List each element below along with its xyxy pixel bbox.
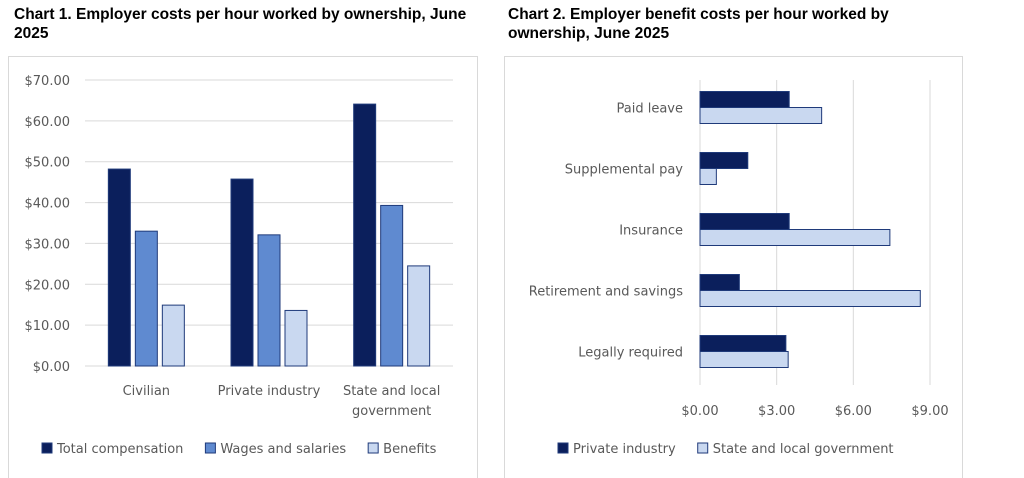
bar-total-compensation	[353, 103, 377, 367]
y-tick-label: $30.00	[25, 237, 71, 252]
bar-private-industry	[699, 152, 749, 169]
legend-swatch	[204, 442, 216, 454]
y-tick-label: $60.00	[25, 115, 71, 130]
category-label: Legally required	[578, 346, 683, 361]
bar-total-compensation	[107, 168, 131, 367]
bar-state-and-local-government	[699, 351, 789, 368]
bar-benefits	[284, 309, 308, 367]
legend-swatch	[697, 442, 709, 454]
legend-label: State and local government	[713, 442, 894, 457]
category-label: Insurance	[619, 224, 683, 239]
y-tick-label: $50.00	[25, 156, 71, 171]
bar-state-and-local-government	[699, 168, 717, 185]
category-label: Private industry	[218, 384, 321, 399]
x-tick-label: $3.00	[758, 404, 795, 419]
bar-wages-and-salaries	[380, 204, 404, 367]
y-tick-label: $20.00	[25, 278, 71, 293]
bar-total-compensation	[230, 178, 254, 367]
chart2-title: Chart 2. Employer benefit costs per hour…	[508, 6, 889, 42]
x-tick-label: $6.00	[835, 404, 872, 419]
legend-label: Private industry	[573, 442, 676, 457]
y-tick-label: $0.00	[33, 360, 70, 375]
category-label: Supplemental pay	[565, 163, 684, 178]
y-tick-label: $40.00	[25, 197, 71, 212]
bar-private-industry	[699, 213, 790, 230]
category-label: Civilian	[123, 384, 170, 399]
y-tick-label: $10.00	[25, 319, 71, 334]
x-tick-label: $9.00	[911, 404, 948, 419]
bar-private-industry	[699, 335, 787, 352]
bar-benefits	[161, 304, 185, 367]
legend-swatch	[557, 442, 569, 454]
category-label: Retirement and savings	[529, 285, 683, 300]
legend-swatch	[367, 442, 379, 454]
bar-benefits	[407, 265, 431, 367]
bar-state-and-local-government	[699, 290, 921, 307]
bar-wages-and-salaries	[257, 234, 281, 367]
category-label: government	[352, 404, 431, 419]
chart1-frame	[8, 56, 478, 478]
legend-label: Total compensation	[56, 442, 183, 457]
legend-label: Wages and salaries	[220, 442, 346, 457]
legend-label: Benefits	[383, 442, 436, 457]
chart1-title: Chart 1. Employer costs per hour worked …	[14, 6, 467, 42]
x-tick-label: $0.00	[681, 404, 718, 419]
category-label: Paid leave	[617, 102, 684, 117]
y-tick-label: $70.00	[25, 74, 71, 89]
bar-state-and-local-government	[699, 229, 891, 246]
legend-swatch	[41, 442, 53, 454]
bar-private-industry	[699, 274, 740, 291]
category-label: State and local	[343, 384, 440, 399]
chart2-frame	[504, 56, 963, 478]
bar-private-industry	[699, 91, 790, 108]
bar-wages-and-salaries	[134, 230, 158, 367]
bar-state-and-local-government	[699, 107, 823, 124]
